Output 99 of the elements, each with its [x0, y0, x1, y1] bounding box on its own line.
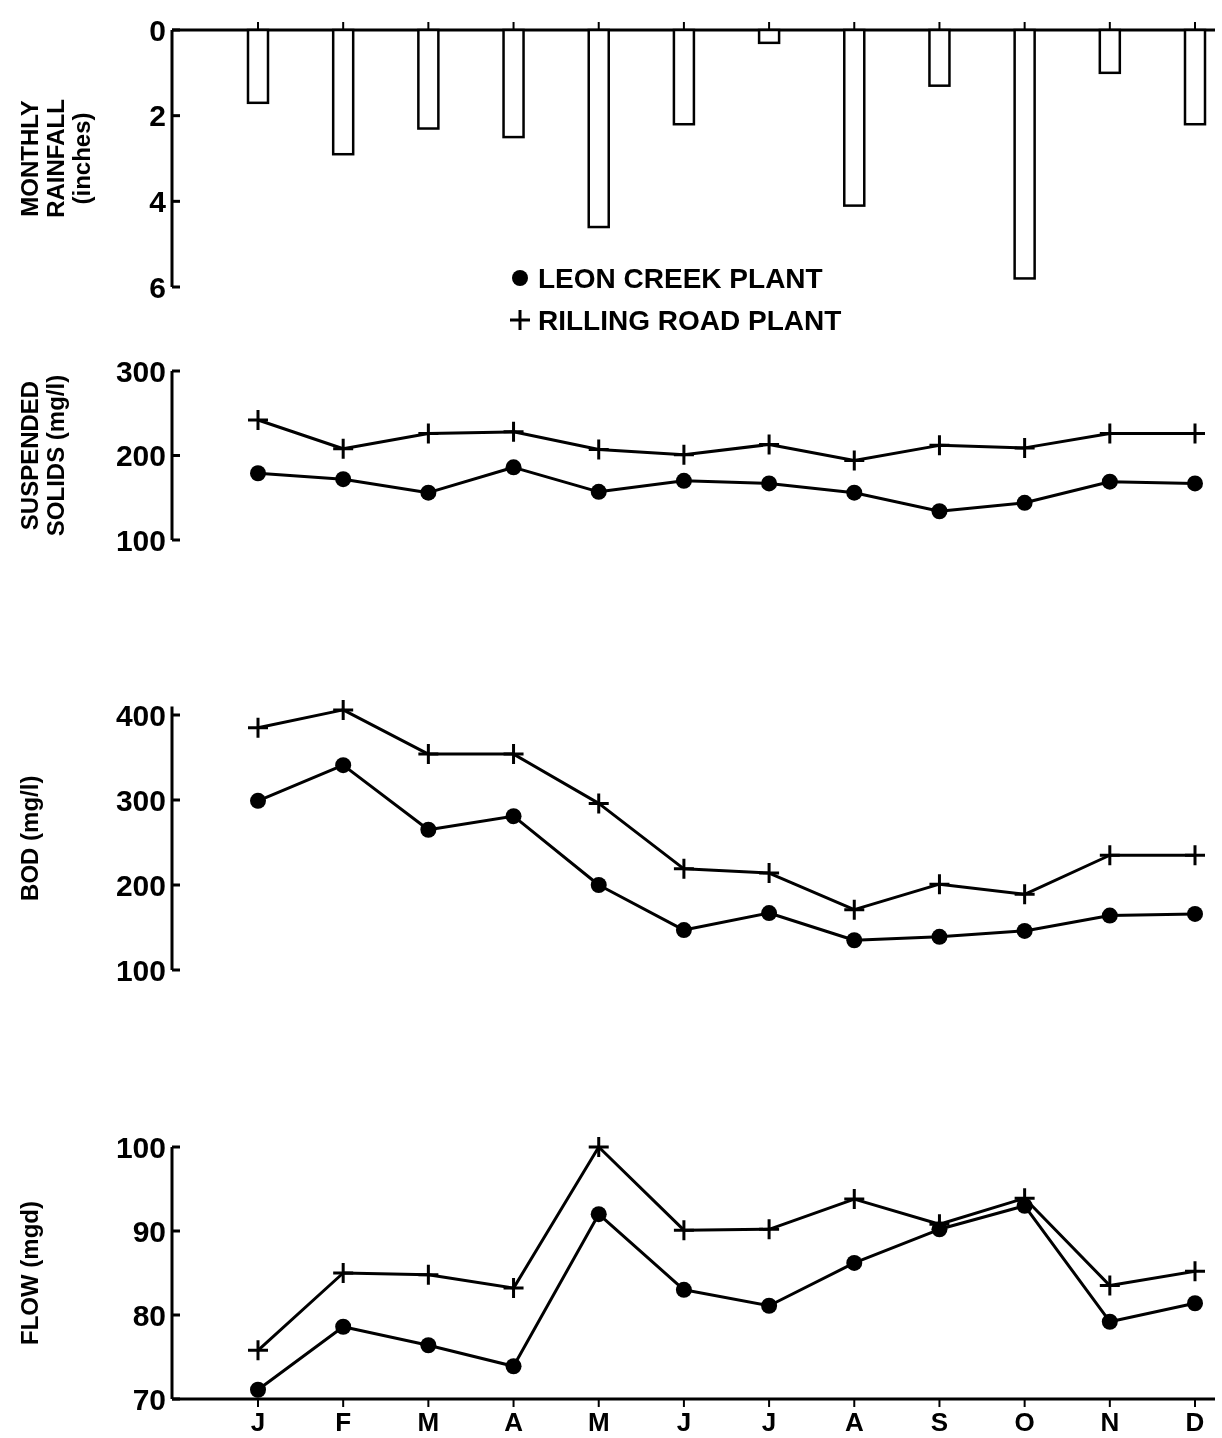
point	[248, 1340, 268, 1361]
y-axis-title: FLOW (mgd)	[16, 1201, 43, 1345]
point	[761, 475, 778, 492]
y-tick-label: 400	[115, 698, 166, 732]
point	[1099, 1275, 1120, 1296]
point	[759, 1219, 780, 1240]
y-tick-label: 300	[115, 354, 166, 388]
point	[675, 472, 692, 489]
point	[1014, 437, 1035, 458]
point	[250, 792, 266, 809]
point	[505, 808, 522, 825]
point	[761, 905, 778, 922]
x-tick-label: S	[930, 1407, 949, 1437]
x-tick-label: F	[335, 1407, 352, 1437]
point	[1016, 922, 1033, 939]
y-tick-label: 200	[115, 439, 166, 472]
x-tick-label: J	[250, 1407, 266, 1437]
point	[503, 421, 524, 442]
x-tick-label: J	[761, 1407, 777, 1437]
point	[846, 484, 863, 501]
x-tick-label: J	[676, 1407, 692, 1437]
legend-label: LEON CREEK PLANT	[538, 263, 823, 294]
point	[759, 434, 780, 455]
point	[1185, 845, 1205, 866]
point	[420, 1337, 437, 1354]
x-tick-label: O	[1014, 1407, 1035, 1437]
point	[333, 438, 354, 459]
point	[588, 793, 609, 814]
point	[590, 877, 607, 893]
y-tick-label: 6	[149, 270, 166, 304]
y-tick-label: 70	[132, 1382, 166, 1416]
point	[673, 1220, 694, 1241]
y-axis-title: SUSPENDED SOLIDS (mg/l)	[16, 374, 69, 537]
point	[931, 503, 948, 520]
x-tick-label: A	[844, 1407, 864, 1437]
point	[675, 922, 692, 939]
point	[418, 744, 439, 765]
y-axis-title: MONTHLY RAINFALL (inches)	[16, 99, 95, 218]
point	[844, 899, 865, 920]
y-axis-title: BOD (mg/l)	[16, 775, 43, 901]
point	[503, 1278, 524, 1299]
y-tick-label: 4	[149, 184, 167, 218]
point	[761, 1297, 778, 1314]
point	[673, 858, 694, 879]
point	[1014, 884, 1035, 905]
point	[1101, 473, 1118, 490]
point	[844, 1189, 865, 1210]
y-tick-label: 300	[115, 783, 166, 817]
point	[418, 423, 439, 444]
point	[846, 932, 863, 949]
point	[248, 717, 268, 738]
point	[1101, 907, 1118, 924]
y-tick-label: 0	[149, 13, 166, 47]
point	[420, 821, 437, 838]
point	[590, 483, 607, 500]
point	[675, 1281, 692, 1298]
point	[420, 484, 437, 501]
point	[673, 444, 694, 465]
point	[844, 450, 865, 471]
point	[590, 1206, 607, 1223]
point	[505, 459, 522, 476]
point	[248, 410, 268, 431]
point	[418, 1264, 439, 1285]
y-tick-label: 100	[115, 523, 166, 557]
point	[333, 699, 354, 720]
x-tick-label: M	[417, 1407, 440, 1437]
point	[503, 744, 524, 765]
point	[929, 435, 950, 456]
point	[759, 863, 780, 884]
point	[335, 471, 352, 488]
point	[335, 757, 352, 774]
point	[929, 874, 950, 895]
point	[333, 1263, 354, 1283]
point	[931, 928, 948, 945]
y-tick-label: 80	[132, 1298, 166, 1332]
point	[1187, 475, 1203, 492]
point	[588, 1137, 609, 1157]
point	[588, 439, 609, 460]
point	[1016, 494, 1033, 511]
point	[1185, 1261, 1205, 1282]
y-tick-label: 100	[115, 1130, 166, 1164]
point	[505, 1358, 522, 1375]
point	[335, 1318, 352, 1335]
y-tick-label: 90	[132, 1214, 166, 1248]
point	[250, 1381, 266, 1398]
point	[1187, 1295, 1203, 1312]
y-tick-label: 200	[115, 868, 166, 902]
point	[1101, 1313, 1118, 1330]
point	[1099, 845, 1120, 866]
legend-label: RILLING ROAD PLANT	[538, 305, 842, 336]
x-tick-label: A	[504, 1407, 524, 1437]
point	[250, 465, 266, 482]
y-tick-label: 100	[115, 953, 166, 987]
point	[846, 1254, 863, 1271]
point	[1187, 905, 1203, 922]
y-tick-label: 2	[149, 99, 166, 133]
x-tick-label: D	[1185, 1407, 1205, 1437]
x-tick-label: N	[1100, 1407, 1120, 1437]
x-tick-label: M	[587, 1407, 610, 1437]
